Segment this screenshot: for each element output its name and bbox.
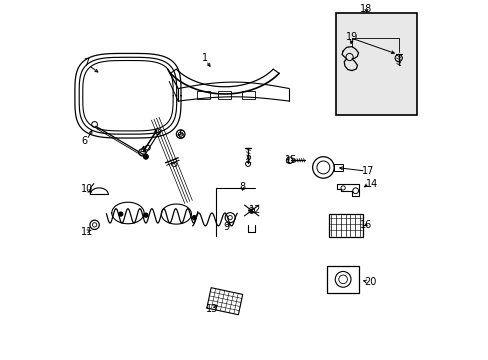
Text: 7: 7 xyxy=(83,58,90,68)
Text: 9: 9 xyxy=(223,222,229,231)
Bar xyxy=(241,91,254,99)
Text: 5: 5 xyxy=(178,130,184,140)
Bar xyxy=(196,91,209,99)
Circle shape xyxy=(192,216,196,220)
Text: 10: 10 xyxy=(81,184,93,194)
Text: 20: 20 xyxy=(363,277,375,287)
Text: 6: 6 xyxy=(81,136,88,145)
Text: 4: 4 xyxy=(139,146,145,156)
Circle shape xyxy=(143,213,148,217)
Bar xyxy=(218,91,231,99)
Bar xyxy=(328,214,362,237)
Circle shape xyxy=(143,154,148,159)
Text: 1: 1 xyxy=(202,53,208,63)
Text: 18: 18 xyxy=(360,4,372,14)
Text: 19: 19 xyxy=(345,32,358,41)
Bar xyxy=(326,266,359,293)
Text: 11: 11 xyxy=(81,227,93,237)
Bar xyxy=(335,13,416,116)
Text: 2: 2 xyxy=(244,155,251,165)
Circle shape xyxy=(119,212,122,216)
Text: 3: 3 xyxy=(171,159,177,169)
Text: 17: 17 xyxy=(361,166,374,176)
Text: 13: 13 xyxy=(205,304,218,314)
Text: 14: 14 xyxy=(365,179,377,189)
Bar xyxy=(333,164,343,171)
Text: 16: 16 xyxy=(360,220,372,230)
Text: 8: 8 xyxy=(239,182,245,192)
Text: 15: 15 xyxy=(285,155,297,165)
Text: 12: 12 xyxy=(248,206,261,216)
